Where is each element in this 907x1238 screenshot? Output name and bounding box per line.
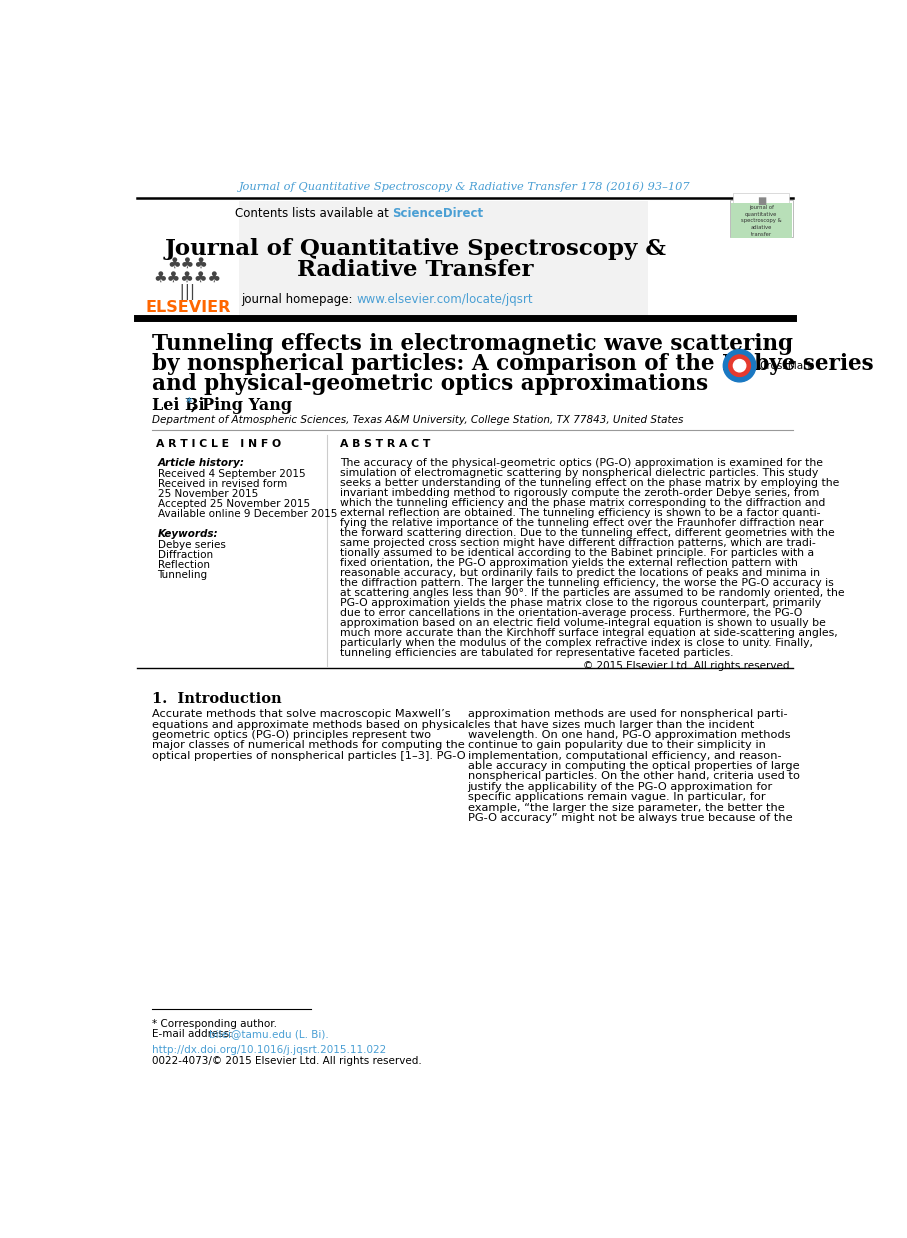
Text: and physical-geometric optics approximations: and physical-geometric optics approximat… — [152, 373, 708, 395]
Text: 25 November 2015: 25 November 2015 — [158, 489, 258, 499]
Text: the diffraction pattern. The larger the tunneling efficiency, the worse the PG-O: the diffraction pattern. The larger the … — [340, 578, 834, 588]
Text: simulation of electromagnetic scattering by nonspherical dielectric particles. T: simulation of electromagnetic scattering… — [340, 468, 818, 478]
Text: Tunneling: Tunneling — [158, 569, 208, 579]
Text: ■: ■ — [756, 196, 766, 206]
Text: , Ping Yang: , Ping Yang — [190, 397, 292, 415]
Text: *: * — [185, 396, 192, 410]
Text: PG-O accuracy” might not be always true because of the: PG-O accuracy” might not be always true … — [467, 813, 792, 823]
Text: CrossMark: CrossMark — [759, 360, 814, 370]
Text: tunneling efficiencies are tabulated for representative faceted particles.: tunneling efficiencies are tabulated for… — [340, 649, 733, 659]
Text: continue to gain popularity due to their simplicity in: continue to gain popularity due to their… — [467, 740, 766, 750]
Text: Received in revised form: Received in revised form — [158, 479, 287, 489]
Text: Accepted 25 November 2015: Accepted 25 November 2015 — [158, 499, 309, 509]
Text: wavelength. On one hand, PG-O approximation methods: wavelength. On one hand, PG-O approximat… — [467, 730, 790, 740]
Text: cles that have sizes much larger than the incident: cles that have sizes much larger than th… — [467, 719, 754, 729]
Text: much more accurate than the Kirchhoff surface integral equation at side-scatteri: much more accurate than the Kirchhoff su… — [340, 628, 837, 639]
Text: Received 4 September 2015: Received 4 September 2015 — [158, 469, 305, 479]
Text: invariant imbedding method to rigorously compute the zeroth-order Debye series, : invariant imbedding method to rigorously… — [340, 488, 819, 498]
Text: Lei Bi: Lei Bi — [152, 397, 205, 415]
Text: The accuracy of the physical-geometric optics (PG-O) approximation is examined f: The accuracy of the physical-geometric o… — [340, 458, 823, 468]
Text: Journal of Quantitative Spectroscopy &: Journal of Quantitative Spectroscopy & — [165, 238, 667, 260]
Text: ELSEVIER: ELSEVIER — [145, 301, 230, 316]
Text: approximation based on an electric field volume-integral equation is shown to us: approximation based on an electric field… — [340, 618, 825, 628]
Text: geometric optics (PG-O) principles represent two: geometric optics (PG-O) principles repre… — [152, 730, 431, 740]
Text: 0022-4073/© 2015 Elsevier Ltd. All rights reserved.: 0022-4073/© 2015 Elsevier Ltd. All right… — [152, 1056, 422, 1066]
Text: equations and approximate methods based on physical-: equations and approximate methods based … — [152, 719, 473, 729]
Text: journal of
quantitative
spectroscopy &
adiative
transfer: journal of quantitative spectroscopy & a… — [741, 206, 782, 236]
Text: tionally assumed to be identical according to the Babinet principle. For particl: tionally assumed to be identical accordi… — [340, 548, 814, 558]
Circle shape — [728, 355, 750, 376]
Text: 1.  Introduction: 1. Introduction — [152, 692, 282, 706]
Text: fixed orientation, the PG-O approximation yields the external reflection pattern: fixed orientation, the PG-O approximatio… — [340, 558, 797, 568]
Text: www.elsevier.com/locate/jqsrt: www.elsevier.com/locate/jqsrt — [356, 293, 533, 306]
Text: justify the applicability of the PG-O approximation for: justify the applicability of the PG-O ap… — [467, 782, 773, 792]
Text: Available online 9 December 2015: Available online 9 December 2015 — [158, 509, 336, 519]
FancyBboxPatch shape — [137, 201, 239, 318]
FancyBboxPatch shape — [238, 201, 649, 317]
Text: able accuracy in computing the optical properties of large: able accuracy in computing the optical p… — [467, 761, 799, 771]
Text: Journal of Quantitative Spectroscopy & Radiative Transfer 178 (2016) 93–107: Journal of Quantitative Spectroscopy & R… — [239, 182, 690, 192]
Text: nonspherical particles. On the other hand, criteria used to: nonspherical particles. On the other han… — [467, 771, 800, 781]
Text: particularly when the modulus of the complex refractive index is close to unity.: particularly when the modulus of the com… — [340, 639, 813, 649]
Text: PG-O approximation yields the phase matrix close to the rigorous counterpart, pr: PG-O approximation yields the phase matr… — [340, 598, 821, 608]
Circle shape — [723, 349, 756, 381]
Text: Article history:: Article history: — [158, 458, 245, 468]
Text: Radiative Transfer: Radiative Transfer — [297, 259, 534, 281]
Text: Contents lists available at: Contents lists available at — [235, 207, 393, 219]
Text: which the tunneling efficiency and the phase matrix corresponding to the diffrac: which the tunneling efficiency and the p… — [340, 498, 825, 508]
FancyBboxPatch shape — [729, 201, 793, 238]
FancyBboxPatch shape — [734, 193, 789, 207]
Text: A B S T R A C T: A B S T R A C T — [340, 439, 430, 449]
FancyBboxPatch shape — [731, 203, 792, 238]
Text: bilei@tamu.edu (L. Bi).: bilei@tamu.edu (L. Bi). — [210, 1030, 329, 1040]
Text: Department of Atmospheric Sciences, Texas A&M University, College Station, TX 77: Department of Atmospheric Sciences, Texa… — [152, 416, 684, 426]
Text: Diffraction: Diffraction — [158, 550, 212, 560]
Text: Accurate methods that solve macroscopic Maxwell’s: Accurate methods that solve macroscopic … — [152, 709, 451, 719]
Text: Reflection: Reflection — [158, 560, 210, 569]
Text: Keywords:: Keywords: — [158, 529, 219, 539]
Text: approximation methods are used for nonspherical parti-: approximation methods are used for nonsp… — [467, 709, 787, 719]
Text: major classes of numerical methods for computing the: major classes of numerical methods for c… — [152, 740, 465, 750]
Text: Tunneling effects in electromagnetic wave scattering: Tunneling effects in electromagnetic wav… — [152, 333, 793, 355]
Text: due to error cancellations in the orientation-average process. Furthermore, the : due to error cancellations in the orient… — [340, 608, 802, 618]
Text: optical properties of nonspherical particles [1–3]. PG-O: optical properties of nonspherical parti… — [152, 750, 466, 760]
Text: external reflection are obtained. The tunneling efficiency is shown to be a fact: external reflection are obtained. The tu… — [340, 508, 820, 519]
Text: © 2015 Elsevier Ltd. All rights reserved.: © 2015 Elsevier Ltd. All rights reserved… — [583, 661, 793, 671]
Text: journal homepage:: journal homepage: — [241, 293, 356, 306]
Text: ScienceDirect: ScienceDirect — [393, 207, 483, 219]
Text: by nonspherical particles: A comparison of the Debye series: by nonspherical particles: A comparison … — [152, 353, 873, 375]
Text: example, “the larger the size parameter, the better the: example, “the larger the size parameter,… — [467, 802, 785, 812]
Text: at scattering angles less than 90°. If the particles are assumed to be randomly : at scattering angles less than 90°. If t… — [340, 588, 844, 598]
Text: reasonable accuracy, but ordinarily fails to predict the locations of peaks and : reasonable accuracy, but ordinarily fail… — [340, 568, 820, 578]
Text: specific applications remain vague. In particular, for: specific applications remain vague. In p… — [467, 792, 766, 802]
Text: the forward scattering direction. Due to the tunneling effect, different geometr: the forward scattering direction. Due to… — [340, 529, 834, 539]
Text: seeks a better understanding of the tunneling effect on the phase matrix by empl: seeks a better understanding of the tunn… — [340, 478, 839, 488]
Circle shape — [734, 359, 746, 371]
Text: implementation, computational efficiency, and reason-: implementation, computational efficiency… — [467, 750, 781, 760]
Text: Debye series: Debye series — [158, 540, 226, 550]
Text: fying the relative importance of the tunneling effect over the Fraunhofer diffra: fying the relative importance of the tun… — [340, 519, 824, 529]
Text: ♣♣♣
♣♣♣♣♣
  |||: ♣♣♣ ♣♣♣♣♣ ||| — [153, 256, 222, 300]
Text: * Corresponding author.: * Corresponding author. — [152, 1019, 278, 1029]
Text: http://dx.doi.org/10.1016/j.jqsrt.2015.11.022: http://dx.doi.org/10.1016/j.jqsrt.2015.1… — [152, 1045, 386, 1055]
Text: A R T I C L E   I N F O: A R T I C L E I N F O — [156, 439, 281, 449]
Text: same projected cross section might have different diffraction patterns, which ar: same projected cross section might have … — [340, 539, 815, 548]
Text: E-mail address:: E-mail address: — [152, 1030, 236, 1040]
